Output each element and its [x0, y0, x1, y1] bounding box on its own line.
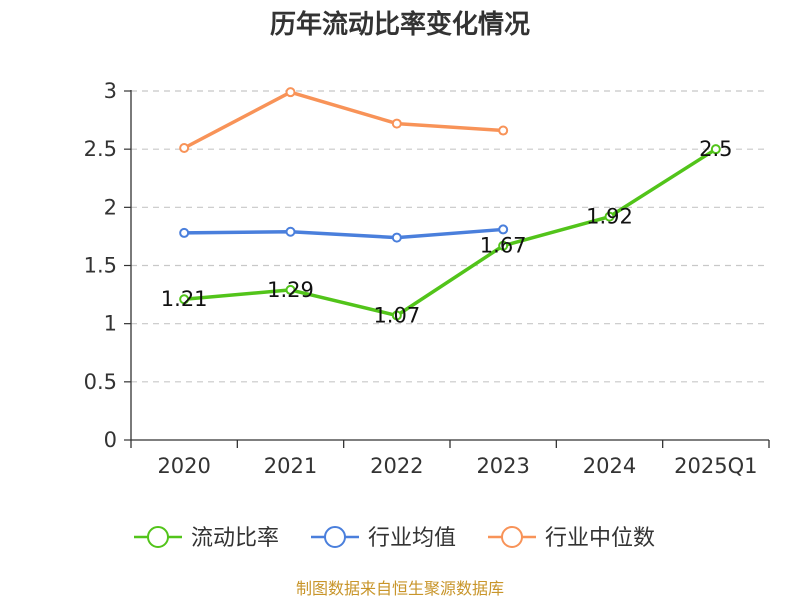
- legend-item[interactable]: 流动比率: [134, 526, 279, 551]
- series-line: [182, 227, 505, 240]
- y-tick-label: 1: [104, 312, 117, 336]
- data-point: [498, 224, 509, 235]
- y-tick-label: 0.5: [84, 370, 117, 394]
- y-tick-label: 0: [104, 428, 117, 452]
- data-point: [498, 125, 509, 136]
- data-labels: 1.21 1.29 1.07 1.67 1.92 2.5: [161, 137, 733, 327]
- data-point: [285, 226, 296, 237]
- data-label: 2.5: [699, 137, 732, 161]
- source-note: 制图数据来自恒生聚源数据库: [296, 579, 504, 598]
- legend-item[interactable]: 行业均值: [311, 526, 456, 551]
- legend-marker-icon: [501, 526, 523, 548]
- legend-label: 流动比率: [191, 526, 279, 551]
- legend-item[interactable]: 行业中位数: [488, 526, 655, 551]
- data-point: [391, 232, 402, 243]
- legend[interactable]: 流动比率 行业均值 行业中位数: [134, 526, 655, 551]
- data-point: [710, 144, 721, 155]
- data-label: 1.29: [267, 278, 314, 302]
- x-tick-label: 2021: [264, 454, 317, 478]
- data-point: [179, 143, 190, 154]
- series-lines: [179, 87, 721, 321]
- data-point: [498, 240, 509, 251]
- legend-label: 行业中位数: [545, 526, 655, 551]
- y-tick-label: 2: [104, 195, 117, 219]
- x-tick-label: 2023: [476, 454, 529, 478]
- chart-title: 历年流动比率变化情况: [270, 9, 530, 40]
- y-tick-label: 3: [104, 79, 117, 103]
- data-label: 1.07: [373, 304, 420, 328]
- data-label: 1.21: [161, 287, 208, 311]
- x-tick-label: 2022: [370, 454, 423, 478]
- data-point: [285, 284, 296, 295]
- data-point: [179, 294, 190, 305]
- legend-label: 行业均值: [368, 526, 456, 551]
- grid-lines: [131, 90, 769, 383]
- data-point: [391, 310, 402, 321]
- series-line: [182, 147, 718, 318]
- data-label: 1.67: [480, 234, 527, 258]
- data-point: [391, 118, 402, 129]
- x-tick-label: 2025Q1: [674, 454, 757, 478]
- x-tick-label: 2020: [157, 454, 210, 478]
- data-point: [604, 211, 615, 222]
- y-tick-label: 1.5: [84, 254, 117, 278]
- y-tick-label: 2.5: [84, 137, 117, 161]
- data-point: [179, 227, 190, 238]
- x-tick-label: 2024: [583, 454, 636, 478]
- data-label: 1.92: [586, 205, 633, 229]
- series-line: [182, 90, 505, 150]
- legend-marker-icon: [147, 526, 169, 548]
- legend-marker-icon: [324, 526, 346, 548]
- axes: 0 0.5 1 1.5 2 2.5 3 2020 2021 2022 2023 2024 2025Q1: [84, 79, 770, 478]
- data-point: [285, 87, 296, 98]
